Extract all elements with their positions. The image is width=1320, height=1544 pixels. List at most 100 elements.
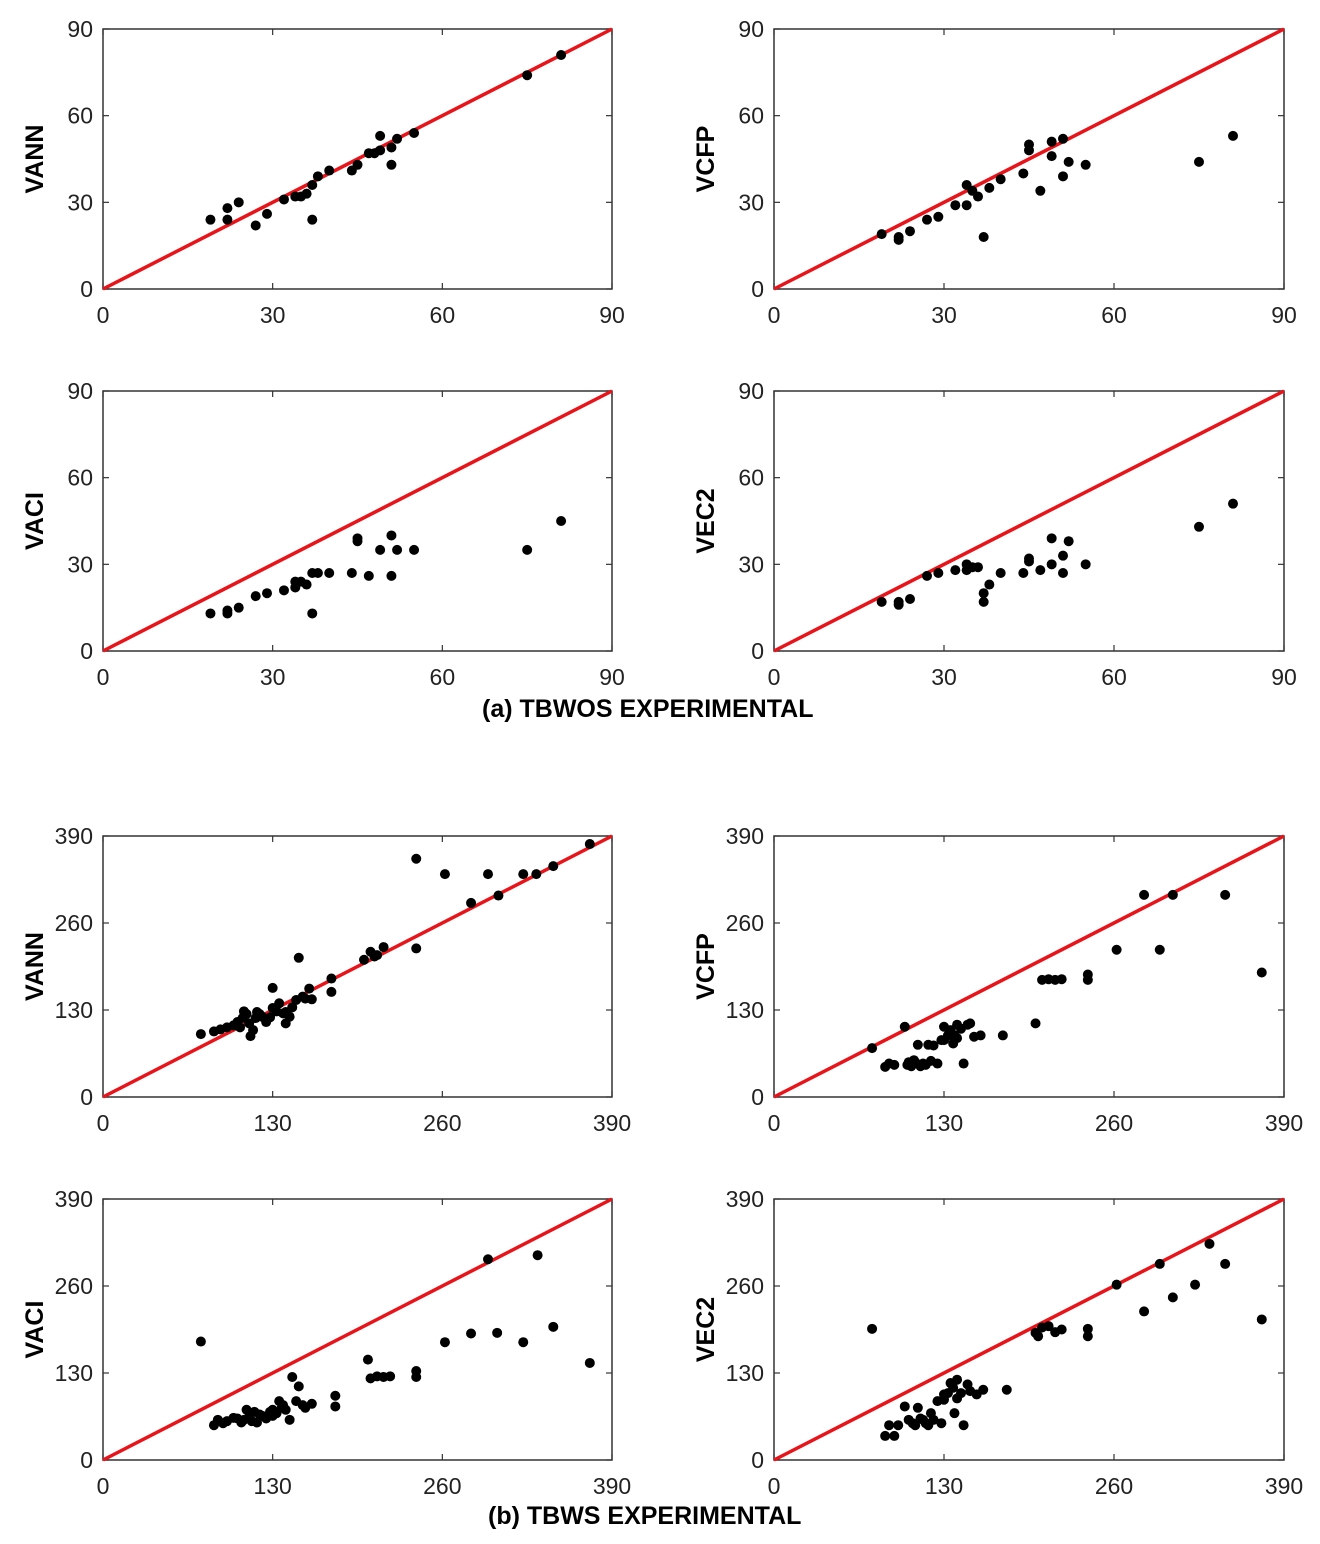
data-point — [375, 544, 386, 555]
data-point — [293, 952, 304, 963]
data-point — [359, 954, 370, 965]
data-point — [952, 1033, 963, 1044]
data-point — [312, 568, 323, 578]
data-point — [1167, 889, 1178, 900]
data-point — [518, 869, 529, 880]
data-point — [385, 1371, 396, 1382]
data-point — [952, 1374, 963, 1385]
chart-a-vaci: 00 30 30 60 60 90 90 VACI — [21, 378, 625, 690]
y-tick-label: 90 — [738, 16, 764, 42]
data-point — [409, 544, 420, 555]
data-point — [280, 1404, 291, 1415]
data-point — [1167, 1292, 1178, 1303]
y-tick-label: 130 — [726, 997, 764, 1023]
data-point — [973, 562, 983, 573]
data-point — [493, 890, 504, 901]
data-point — [1080, 159, 1091, 170]
data-point — [950, 200, 961, 211]
data-point — [307, 608, 318, 619]
x-tick-label: 390 — [1265, 1473, 1303, 1499]
data-point — [1056, 974, 1067, 985]
data-point — [287, 1002, 298, 1013]
y-axis-label: VEC2 — [692, 1297, 720, 1362]
data-point — [375, 130, 386, 141]
plot-frame — [102, 390, 613, 652]
x-tick-label: 0 — [768, 1110, 781, 1136]
data-point — [222, 608, 233, 619]
data-point — [548, 1321, 559, 1332]
data-point — [312, 171, 323, 182]
data-point — [1046, 533, 1057, 544]
data-point — [235, 1022, 246, 1033]
data-point — [932, 1058, 943, 1069]
data-point — [386, 142, 397, 153]
x-tick-label: 90 — [599, 302, 625, 328]
data-point — [1058, 133, 1068, 144]
data-point — [995, 174, 1006, 185]
data-point — [1033, 1331, 1044, 1342]
data-point — [1190, 1279, 1201, 1290]
data-point — [301, 579, 312, 590]
data-point — [910, 1420, 921, 1431]
x-tick-label: 0 — [97, 1473, 110, 1499]
data-point — [905, 594, 915, 604]
x-tick-label: 130 — [253, 1110, 291, 1136]
y-tick-label: 390 — [726, 823, 764, 849]
data-point — [250, 220, 261, 231]
chart-a-vec2: 00 30 30 60 60 90 90 VEC2 — [692, 378, 1297, 690]
data-point — [1139, 889, 1150, 900]
data-point — [222, 214, 233, 225]
data-point — [1058, 568, 1068, 578]
data-point — [411, 1365, 422, 1376]
plot-frame — [773, 1198, 1285, 1461]
data-point — [978, 232, 989, 242]
data-point — [1204, 1238, 1215, 1249]
data-point — [973, 191, 983, 202]
x-tick-label: 260 — [423, 1473, 461, 1499]
data-point — [1046, 151, 1057, 162]
data-point — [375, 145, 386, 156]
y-tick-label: 0 — [751, 638, 764, 664]
y-tick-label: 390 — [726, 1186, 764, 1212]
data-point — [950, 565, 961, 576]
data-point — [222, 203, 233, 214]
data-point — [965, 1018, 976, 1029]
data-point — [326, 973, 337, 984]
y-axis-label: VACI — [21, 492, 49, 550]
data-point — [1111, 944, 1122, 955]
x-tick-label: 390 — [593, 1110, 631, 1136]
data-point — [1046, 136, 1057, 147]
x-tick-label: 260 — [1095, 1110, 1133, 1136]
plot-frame — [102, 835, 613, 1098]
data-point — [409, 128, 420, 138]
reference-line — [773, 1197, 1285, 1462]
data-point — [287, 1372, 298, 1383]
data-point — [1043, 1321, 1054, 1332]
data-point — [1220, 889, 1231, 900]
data-point — [899, 1401, 910, 1412]
data-point — [1154, 944, 1165, 955]
x-tick-label: 60 — [430, 302, 456, 328]
data-point — [205, 214, 216, 225]
data-point — [867, 1043, 878, 1054]
chart-b-vcfp: 00 130 130 260 260 390 390 VCFP — [692, 823, 1303, 1136]
data-point — [867, 1323, 878, 1334]
data-point — [1058, 171, 1068, 182]
data-point — [912, 1402, 923, 1413]
data-point — [466, 1328, 477, 1339]
data-point — [531, 869, 542, 880]
x-tick-label: 30 — [260, 664, 286, 690]
x-tick-label: 0 — [768, 1473, 781, 1499]
x-tick-label: 60 — [430, 664, 456, 690]
x-tick-label: 30 — [931, 302, 957, 328]
data-point — [293, 1381, 304, 1392]
y-tick-label: 30 — [67, 189, 93, 215]
data-point — [324, 568, 335, 578]
data-point — [330, 1401, 341, 1412]
data-point — [330, 1390, 341, 1401]
x-tick-label: 260 — [1095, 1473, 1133, 1499]
y-tick-label: 60 — [67, 465, 93, 491]
y-tick-label: 260 — [726, 910, 764, 936]
data-point — [284, 1011, 295, 1022]
